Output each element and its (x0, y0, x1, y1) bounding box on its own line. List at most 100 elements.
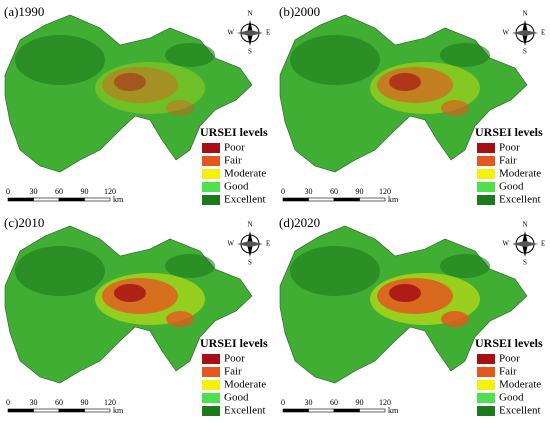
legend-label: Good (224, 181, 249, 193)
scale-segment (359, 408, 386, 413)
map-panel: (b)2000 N E S W URSEI levels PoorFairModerateG… (279, 4, 545, 206)
forest-zone (165, 43, 215, 67)
scale-label: 90 (81, 398, 89, 407)
scale-label: 90 (356, 398, 364, 407)
legend-label: Excellent (499, 194, 541, 206)
compass-letter: E (266, 240, 270, 248)
legend-swatch (202, 367, 220, 377)
scale-segment (58, 197, 85, 202)
scale-label: 0 (6, 187, 10, 196)
legend-swatch (202, 143, 220, 153)
legend-swatch (477, 143, 495, 153)
scale-segment (333, 408, 360, 413)
urban-zone (441, 311, 469, 327)
legend-swatch (202, 169, 220, 179)
forest-zone (15, 246, 105, 296)
legend-title: URSEI levels (475, 125, 543, 139)
scale-label: 120 (379, 187, 391, 196)
legend-title: URSEI levels (200, 125, 268, 139)
compass-letter: W (502, 240, 509, 248)
scale-label: 60 (330, 398, 338, 407)
forest-zone (440, 254, 490, 278)
legend-swatch (202, 380, 220, 390)
legend-label: Good (499, 392, 524, 404)
legend-swatch (202, 406, 220, 416)
compass-needle (237, 30, 263, 36)
legend-title: URSEI levels (200, 336, 268, 350)
forest-zone (440, 43, 490, 67)
panel-label: (b)2000 (279, 4, 320, 19)
urban-core (114, 73, 146, 91)
panel-label: (c)2010 (4, 215, 44, 230)
forest-zone (290, 35, 380, 85)
scale-label: 30 (30, 398, 38, 407)
scale-segment (33, 197, 60, 202)
forest-zone (165, 254, 215, 278)
legend-label: Fair (224, 366, 242, 378)
compass-letter: S (523, 48, 527, 56)
scale-label: 0 (281, 187, 285, 196)
scale-label: 90 (356, 187, 364, 196)
compass-letter: E (266, 29, 270, 37)
scale-unit: km (113, 195, 124, 204)
scale-unit: km (388, 406, 399, 415)
compass-letter: N (522, 10, 527, 18)
map-panel: (d)2020 N E S W URSEI levels PoorFairModerateG… (279, 215, 545, 417)
urban-core (389, 73, 421, 91)
scale-label: 120 (104, 187, 116, 196)
scale-label: 30 (305, 398, 313, 407)
urban-zone (102, 67, 178, 103)
legend-swatch (202, 182, 220, 192)
legend-label: Poor (499, 353, 520, 365)
scale-segment (7, 408, 34, 413)
legend-swatch (477, 156, 495, 166)
legend-swatch (477, 195, 495, 205)
legend-label: Moderate (224, 379, 266, 391)
scale-segment (84, 408, 111, 413)
legend-label: Excellent (224, 194, 266, 206)
scale-unit: km (113, 406, 124, 415)
compass-letter: N (247, 221, 252, 229)
legend-title: URSEI levels (475, 336, 543, 350)
legend-swatch (477, 380, 495, 390)
compass-letter: S (248, 48, 252, 56)
legend-label: Fair (224, 155, 242, 167)
legend-label: Moderate (499, 379, 541, 391)
scale-label: 0 (6, 398, 10, 407)
compass-letter: W (502, 29, 509, 37)
scale-segment (84, 197, 111, 202)
legend-label: Moderate (224, 168, 266, 180)
legend-swatch (202, 354, 220, 364)
scale-label: 60 (55, 187, 63, 196)
scale-label: 90 (81, 187, 89, 196)
compass-letter: S (523, 259, 527, 267)
scale-segment (359, 197, 386, 202)
legend-swatch (477, 354, 495, 364)
panel-label: (a)1990 (4, 4, 44, 19)
urban-zone (166, 100, 194, 116)
scale-label: 30 (305, 187, 313, 196)
compass-needle (512, 30, 538, 36)
compass-letter: E (541, 240, 545, 248)
legend-swatch (202, 156, 220, 166)
scale-segment (58, 408, 85, 413)
forest-zone (290, 246, 380, 296)
scale-label: 120 (379, 398, 391, 407)
compass-letter: E (541, 29, 545, 37)
legend-swatch (477, 367, 495, 377)
legend-label: Good (224, 392, 249, 404)
scale-unit: km (388, 195, 399, 204)
scale-label: 60 (55, 398, 63, 407)
legend-swatch (477, 182, 495, 192)
map-panel: (a)1990 N E S W URSEI levels PoorFairModerateG… (4, 4, 270, 206)
scale-label: 120 (104, 398, 116, 407)
compass-letter: S (248, 259, 252, 267)
scale-segment (7, 197, 34, 202)
legend-swatch (202, 393, 220, 403)
legend-label: Excellent (499, 405, 541, 417)
scale-label: 60 (330, 187, 338, 196)
legend-label: Poor (224, 142, 245, 154)
map-panel: (c)2010 N E S W URSEI levels PoorFairModerateG… (4, 215, 270, 417)
